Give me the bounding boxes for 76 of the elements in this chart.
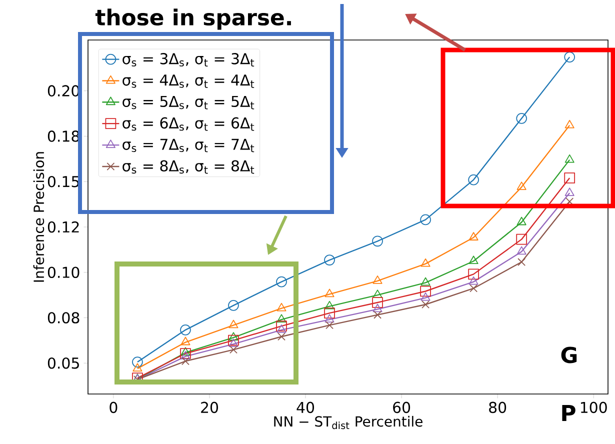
text: P: [562, 405, 576, 421]
point: [230, 346, 238, 354]
point: [228, 320, 238, 328]
point: [276, 314, 286, 323]
point: [516, 234, 528, 245]
point: [372, 236, 383, 247]
point: [180, 324, 191, 336]
annotation: G: [561, 346, 577, 364]
point: [564, 188, 574, 196]
point: [276, 320, 287, 332]
point: [182, 357, 190, 366]
point: [468, 256, 478, 264]
x-tick-label: 40: [296, 402, 314, 414]
legend-label: σ$_{s}$ = 6Δ$_{s}$, σ$_{t}$ = 6Δ$_{t}$: [122, 117, 254, 131]
point: [468, 268, 479, 280]
point: [180, 350, 190, 360]
point: [516, 216, 526, 226]
point: [180, 336, 190, 346]
point: [228, 300, 239, 311]
point: [420, 258, 430, 267]
point: [326, 321, 334, 330]
point: [468, 232, 478, 240]
y-tick-label: 0.08: [48, 312, 80, 324]
legend-label: σ$_{s}$ = 3Δ$_{s}$, σ$_{t}$ = 3Δ$_{t}$: [122, 53, 254, 67]
point: [228, 334, 239, 346]
y-tick-label: 0.15: [48, 176, 79, 188]
point: [228, 332, 238, 340]
point: [468, 174, 479, 186]
point: [516, 182, 526, 190]
legend-label: σ$_{s}$ = 5Δ$_{s}$, σ$_{t}$ = 5Δ$_{t}$: [122, 96, 254, 110]
x-tick-label: 60: [393, 402, 410, 414]
point: [132, 363, 142, 372]
x-axis-title: NN − ST$_{dist}$ Percentile: [274, 416, 422, 430]
point: [470, 284, 478, 292]
point: [564, 172, 576, 184]
point: [276, 324, 286, 333]
x-tick-label: 80: [489, 402, 506, 414]
y-tick-label: 0.05: [48, 357, 79, 369]
x-tick-label: 100: [580, 402, 607, 414]
point: [324, 308, 335, 318]
point: [422, 300, 430, 308]
point: [420, 286, 431, 297]
point: [324, 314, 334, 323]
point: [518, 258, 526, 266]
point: [180, 348, 191, 359]
y-tick-label: 0.12: [48, 221, 79, 233]
point: [420, 277, 430, 286]
point: [420, 214, 431, 226]
legend-label: σ$_{s}$ = 4Δ$_{s}$, σ$_{t}$ = 4Δ$_{t}$: [122, 74, 254, 88]
legend-label: σ$_{s}$ = 7Δ$_{s}$, σ$_{t}$ = 7Δ$_{t}$: [122, 138, 254, 152]
point: [276, 276, 287, 288]
text: those in sparse.: [95, 8, 291, 30]
point: [324, 254, 335, 266]
point: [420, 292, 430, 301]
point: [228, 338, 238, 348]
y-axis-title: Inference Precision: [33, 152, 44, 282]
point: [372, 275, 382, 284]
point: [372, 297, 383, 308]
point: [374, 310, 382, 319]
point: [564, 120, 574, 128]
point: [276, 302, 286, 312]
point: [324, 300, 334, 310]
point: [564, 154, 574, 163]
point: [468, 276, 478, 285]
point: [516, 112, 528, 124]
point: [132, 356, 143, 368]
y-tick-label: 0.10: [48, 266, 80, 278]
legend-label: σ$_{s}$ = 8Δ$_{s}$, σ$_{t}$ = 8Δ$_{t}$: [122, 160, 254, 174]
x-tick-label: 0: [110, 402, 118, 414]
point: [324, 288, 334, 298]
x-tick-label: 20: [201, 402, 218, 414]
point: [180, 347, 190, 356]
point: [372, 304, 382, 312]
point: [564, 52, 576, 62]
point: [516, 246, 526, 255]
point: [278, 332, 286, 341]
